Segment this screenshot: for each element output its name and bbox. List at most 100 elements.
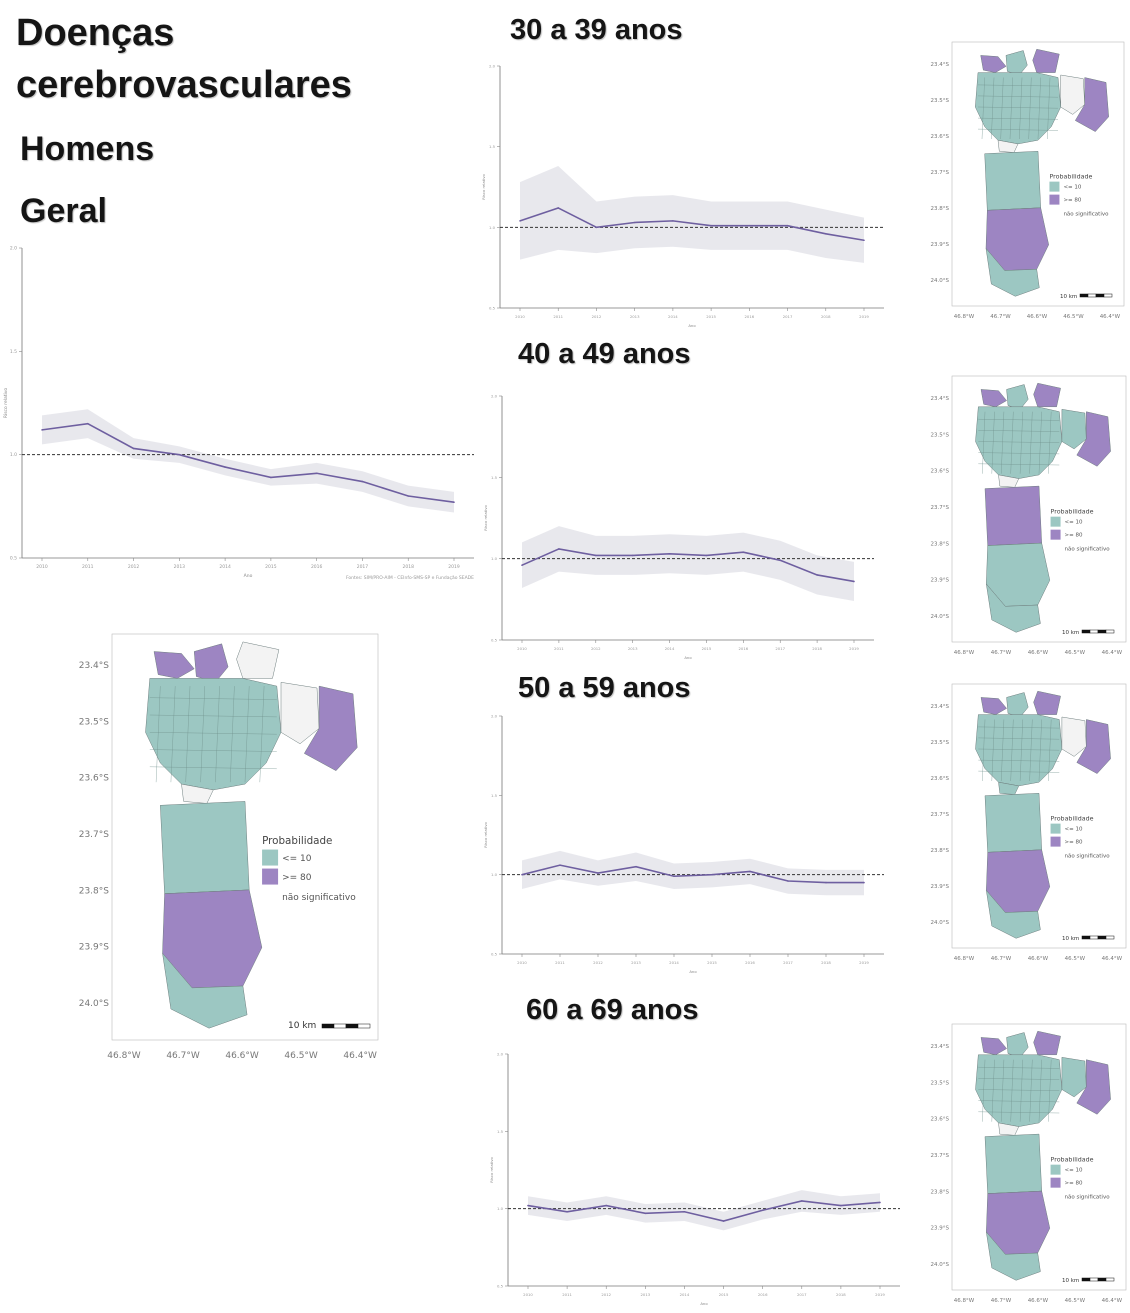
- x-tick-label: 2019: [448, 564, 460, 570]
- x-tick-label: 2010: [517, 960, 527, 965]
- district-border: [978, 759, 1060, 762]
- x-tick-label: 2013: [640, 1292, 650, 1297]
- district-border: [1038, 411, 1042, 474]
- risk-map-40-49: 23.4°S 23.5°S 23.6°S 23.7°S 23.8°S 23.9°S 24.0…: [931, 375, 1127, 656]
- district-border: [1001, 411, 1005, 474]
- trend-point: [816, 574, 818, 576]
- legend-swatch-high: [262, 868, 279, 885]
- district-border: [982, 719, 986, 782]
- trend-point: [863, 239, 865, 242]
- trend-point: [315, 472, 318, 475]
- x-tick-label: 2015: [706, 314, 716, 319]
- lat-label: 23.8°S: [931, 1189, 950, 1195]
- legend-label-ns: não significativo: [1065, 547, 1111, 553]
- trend-point: [879, 1201, 881, 1204]
- district-north-e: [1033, 690, 1061, 715]
- x-tick-label: 2014: [665, 646, 675, 651]
- trend-point: [557, 207, 560, 209]
- district-north-e: [236, 641, 280, 679]
- district-border: [1019, 1059, 1023, 1122]
- legend-title: Probabilidade: [262, 835, 332, 847]
- lon-label: 46.6°W: [1028, 1298, 1049, 1304]
- trend-chart-40-49: 0.5 1.0 1.5 2.0 2010 2011 2012 2013 2014 2015 2016…: [483, 394, 874, 660]
- district-east-inner: [1061, 716, 1087, 757]
- legend-label-ns: não significativo: [1063, 212, 1109, 218]
- y-tick-label: 1.0: [491, 872, 498, 877]
- district-border: [1019, 77, 1023, 140]
- district-border: [978, 1089, 1060, 1091]
- trend-point: [521, 564, 523, 566]
- age-heading-40-49: 40 a 49 anos: [518, 338, 691, 370]
- trend-line: [527, 1200, 881, 1222]
- trend-point: [853, 580, 855, 583]
- district-border: [977, 117, 1059, 120]
- map-panel-30-39: 23.4°S 23.5°S 23.6°S 23.7°S 23.8°S 23.9°S 24.0…: [916, 40, 1126, 322]
- lon-label: 46.4°W: [1100, 314, 1121, 320]
- lon-label: 46.4°W: [343, 1051, 377, 1061]
- map-panel-50-59: 23.4°S 23.5°S 23.6°S 23.7°S 23.8°S 23.9°S 24.0…: [916, 682, 1128, 964]
- x-tick-label: 2014: [669, 960, 679, 965]
- risk-map-geral: 23.4°S 23.5°S 23.6°S 23.7°S 23.8°S 23.9°S 24.0…: [79, 633, 379, 1061]
- lat-label: 23.6°S: [931, 134, 950, 140]
- confidence-band: [520, 166, 864, 263]
- lat-label: 24.0°S: [79, 999, 110, 1009]
- district-border: [977, 106, 1059, 109]
- trend-point: [527, 1204, 529, 1207]
- legend-label-ns: não significativo: [282, 893, 356, 903]
- trend-point: [749, 870, 751, 873]
- legend-swatch-low: [1050, 1164, 1061, 1175]
- lat-label: 23.9°S: [931, 242, 950, 248]
- lon-label: 46.8°W: [107, 1051, 141, 1061]
- x-tick-label: 2010: [523, 1292, 533, 1297]
- district-border: [1038, 1059, 1042, 1122]
- scale-bar-segment: [1105, 935, 1115, 940]
- district-border: [1028, 77, 1032, 140]
- risk-map-30-39: 23.4°S 23.5°S 23.6°S 23.7°S 23.8°S 23.9°S 24.0…: [931, 41, 1125, 320]
- lat-label: 23.5°S: [931, 1080, 950, 1086]
- district-border: [149, 697, 277, 700]
- lat-label: 23.7°S: [931, 812, 950, 818]
- district-east-inner: [1061, 1057, 1087, 1098]
- trend-chart-60-69: 0.5 1.0 1.5 2.0 2010 2011 2012 2013 2014 2015 2016…: [489, 1052, 900, 1306]
- district-border: [977, 84, 1059, 87]
- district-border: [1019, 411, 1023, 474]
- lon-label: 46.5°W: [1065, 650, 1086, 656]
- x-axis-label: Ano: [244, 573, 253, 579]
- y-axis-label: Risco relativo: [483, 505, 488, 531]
- legend-swatch-high: [1049, 194, 1060, 205]
- chart-panel-50-59: 0.5 1.0 1.5 2.0 2010 2011 2012 2013 2014 2015 2016…: [480, 708, 890, 976]
- scale-bar-segment: [1081, 1277, 1091, 1282]
- scale-label: 10 km: [1062, 1278, 1079, 1284]
- lat-label: 23.8°S: [931, 848, 950, 854]
- lon-label: 46.8°W: [954, 956, 975, 962]
- district-border: [982, 1059, 986, 1122]
- trend-point: [761, 1209, 764, 1212]
- lon-label: 46.7°W: [166, 1051, 200, 1061]
- district-border: [991, 719, 995, 782]
- y-tick-label: 1.5: [491, 475, 498, 480]
- district-east: [303, 685, 358, 772]
- trend-point: [748, 224, 751, 227]
- confidence-band: [528, 1190, 880, 1231]
- x-tick-label: 2011: [562, 1292, 572, 1297]
- trend-line: [521, 864, 864, 884]
- lat-label: 24.0°S: [931, 278, 950, 284]
- lat-label: 23.5°S: [931, 432, 950, 438]
- x-tick-label: 2015: [702, 646, 712, 651]
- y-tick-label: 1.5: [10, 349, 17, 355]
- scale-bar-segment: [1105, 1277, 1115, 1282]
- legend-label-ns: não significativo: [1065, 854, 1111, 860]
- lat-label: 23.6°S: [79, 774, 110, 784]
- trend-point: [521, 873, 523, 876]
- x-tick-label: 2018: [836, 1292, 846, 1297]
- y-axis-label: Risco relativo: [481, 174, 486, 200]
- scale-bar-segment: [1079, 293, 1089, 298]
- y-tick-label: 1.5: [491, 793, 498, 798]
- district-border: [1000, 77, 1004, 140]
- district-border: [978, 748, 1060, 751]
- lon-label: 46.6°W: [1028, 956, 1049, 962]
- lat-label: 23.9°S: [931, 1226, 950, 1232]
- legend-title: Probabilidade: [1049, 173, 1092, 180]
- district-border: [978, 463, 1060, 466]
- source-caption: Fontes: SIM/PRO-AIM - CEInfo-SMS-SP e Fu…: [346, 575, 474, 580]
